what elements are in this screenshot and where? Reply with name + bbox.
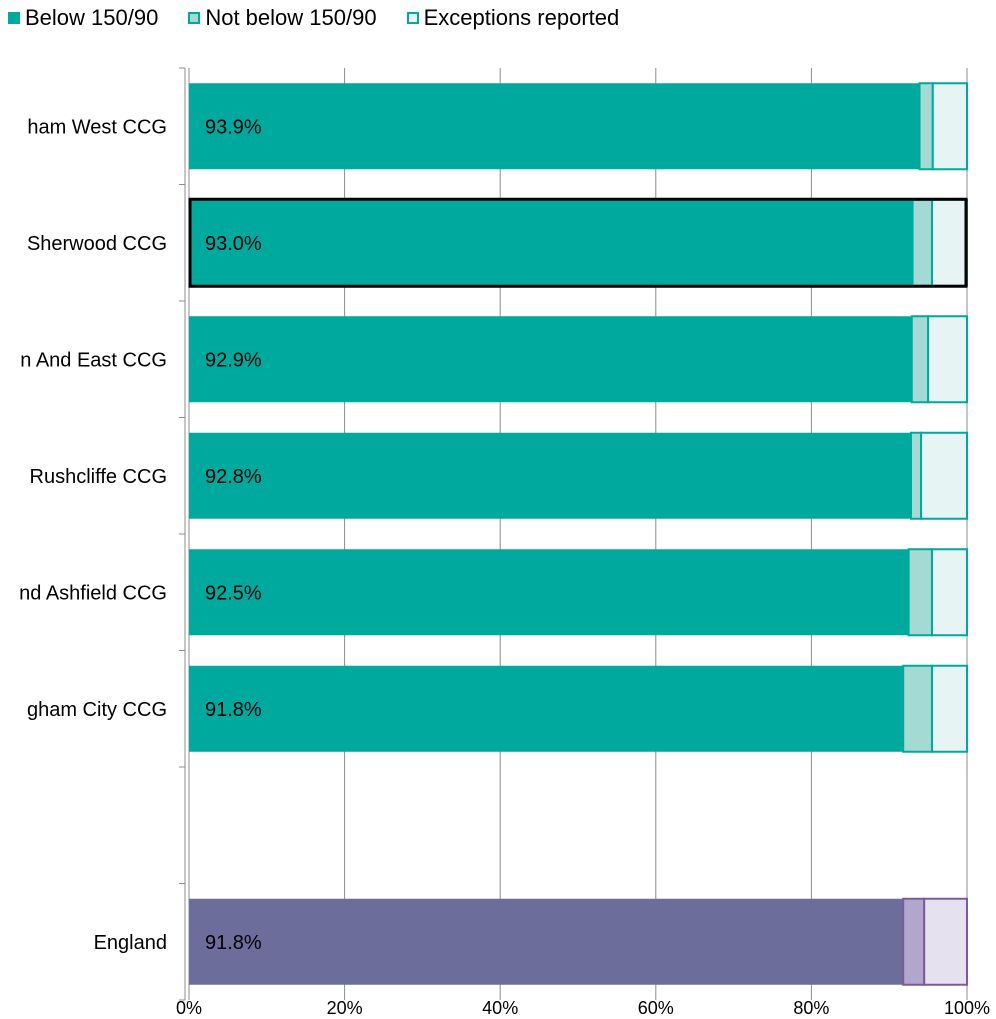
x-tick-label: 60% (638, 998, 674, 1018)
highlight-frame (188, 197, 968, 288)
data-label: 91.8% (205, 699, 262, 721)
legend-item: Below 150/90 (8, 5, 158, 31)
data-label: 92.8% (205, 466, 262, 488)
x-tick-label: 100% (944, 998, 990, 1018)
category-label: ham West CCG (27, 116, 167, 138)
legend-swatch (8, 12, 20, 24)
bar-segment (902, 897, 926, 986)
category-label: England (94, 932, 167, 954)
bar-segment (927, 315, 968, 404)
bar-segment (189, 199, 913, 286)
bar-segment (930, 664, 968, 753)
bar-segment (920, 431, 969, 520)
data-label: 93.0% (205, 233, 262, 255)
category-label: Rushcliffe CCG (30, 466, 167, 488)
bar-segment (918, 82, 934, 171)
category-label: nd Ashfield CCG (19, 582, 167, 604)
x-tick-label: 0% (176, 998, 202, 1018)
bar-segment (923, 897, 969, 986)
bar-segment (189, 549, 909, 636)
bar-segment (902, 664, 933, 753)
legend-label: Not below 150/90 (205, 5, 377, 30)
bar-segment (189, 665, 904, 752)
x-tick-label: 20% (327, 998, 363, 1018)
legend-swatch (406, 12, 419, 24)
data-label: 91.8% (205, 932, 262, 954)
category-label: n And East CCG (20, 349, 167, 371)
bar-segment (909, 431, 923, 520)
bar-segment (189, 898, 904, 985)
bar-segment (189, 316, 912, 403)
legend-item: Not below 150/90 (188, 5, 377, 31)
x-tick-label: 40% (482, 998, 518, 1018)
bar-segment (189, 83, 920, 170)
x-tick-label: 80% (793, 998, 829, 1018)
bar-segment (911, 198, 933, 287)
data-label: 92.5% (205, 582, 262, 604)
data-label: 93.9% (205, 116, 262, 138)
bar-segment (930, 548, 968, 637)
legend-label: Exceptions reported (423, 5, 620, 30)
bar-segment (907, 548, 933, 637)
legend-swatch (188, 12, 201, 24)
bar-segment (931, 82, 969, 171)
category-label: gham City CCG (27, 699, 167, 721)
bar-segment (910, 315, 930, 404)
data-label: 92.9% (205, 349, 262, 371)
legend-label: Below 150/90 (25, 5, 159, 30)
bar-segment (930, 198, 968, 287)
bar-segment (189, 432, 911, 519)
category-label: Sherwood CCG (27, 233, 167, 255)
legend-item: Exceptions reported (406, 5, 620, 31)
legend: Below 150/90 Not below 150/90 Exceptions r… (8, 2, 649, 34)
